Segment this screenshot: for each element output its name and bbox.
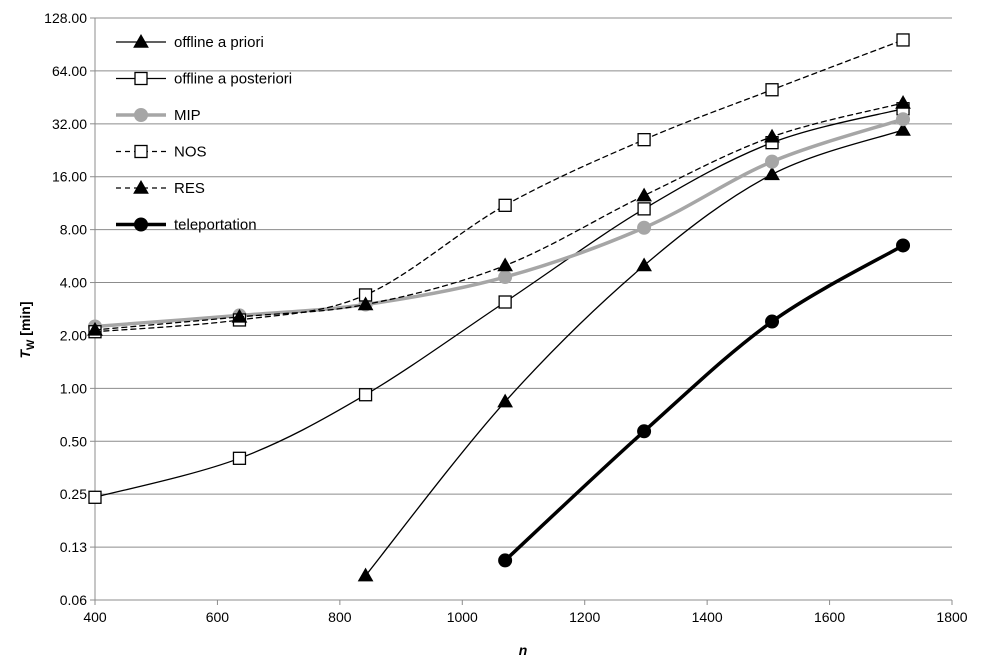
- y-axis-label-sub: W: [25, 339, 37, 350]
- data-point: [88, 490, 102, 504]
- y-axis-label: TW [min]: [17, 301, 37, 358]
- legend-swatch-marker: [133, 179, 149, 194]
- data-point: [358, 388, 373, 402]
- data-point: [637, 133, 651, 147]
- x-tick-label: 1400: [692, 609, 723, 625]
- legend-label: offline a priori: [174, 34, 264, 51]
- data-point: [232, 451, 247, 465]
- series-RES: [87, 95, 911, 336]
- data-point: [357, 296, 374, 311]
- legend-item: RES: [116, 179, 205, 197]
- legend-swatch-marker: [134, 144, 148, 159]
- y-tick-label: 16.00: [52, 169, 87, 185]
- data-point: [498, 295, 512, 309]
- data-point: [895, 122, 911, 136]
- x-tick-label: 1600: [814, 609, 845, 625]
- data-point: [357, 567, 374, 582]
- legend-item: teleportation: [116, 217, 257, 234]
- data-point: [497, 393, 513, 408]
- data-point: [87, 321, 103, 336]
- legend-item: MIP: [116, 107, 201, 124]
- data-point: [895, 95, 911, 109]
- legend-swatch-marker: [134, 71, 148, 86]
- y-tick-label: 8.00: [60, 222, 87, 238]
- axes: [90, 17, 953, 605]
- legend-label: RES: [174, 180, 205, 197]
- data-point: [497, 257, 513, 272]
- data-point: [896, 112, 911, 127]
- legend-label: offline a posteriori: [174, 71, 292, 88]
- data-point: [637, 220, 652, 235]
- y-tick-label: 2.00: [60, 327, 87, 343]
- legend-item: NOS: [116, 144, 207, 161]
- x-tick-label: 1000: [447, 609, 478, 625]
- x-tick-label: 1200: [569, 609, 600, 625]
- data-point: [637, 424, 652, 439]
- data-point: [896, 33, 910, 47]
- data-point: [636, 187, 652, 202]
- data-point: [498, 553, 513, 568]
- legend: offline a priori offline a posteriori MIP N…: [116, 33, 292, 234]
- y-axis-label-unit: [min]: [17, 301, 33, 339]
- legend-swatch-marker: [133, 33, 149, 48]
- data-point: [765, 83, 779, 97]
- series-offline-a-priori: [357, 122, 911, 582]
- data-point: [765, 314, 780, 329]
- y-tick-label: 64.00: [52, 63, 87, 79]
- data-point: [764, 128, 780, 143]
- y-tick-label: 1.00: [60, 380, 87, 396]
- series-line: [503, 243, 905, 563]
- legend-item: offline a priori: [116, 33, 264, 51]
- x-tick-label: 600: [206, 609, 230, 625]
- y-tick-label: 32.00: [52, 116, 87, 132]
- gridlines: [95, 17, 952, 601]
- y-tick-label: 0.25: [60, 486, 87, 502]
- legend-label: NOS: [174, 144, 207, 161]
- x-axis-label: n: [519, 642, 528, 658]
- tick-labels: 0.06 0.13 0.25 0.50 1.00 2.00 4.00 8.00 16.00 32.…: [44, 10, 968, 625]
- y-tick-label: 0.50: [60, 433, 87, 449]
- series-layer: [87, 33, 911, 582]
- data-point: [896, 238, 911, 253]
- y-tick-label: 0.06: [60, 592, 87, 608]
- data-point: [764, 166, 780, 181]
- data-point: [498, 198, 512, 212]
- x-tick-label: 400: [83, 609, 107, 625]
- series-line: [364, 129, 904, 577]
- legend-swatch-marker: [134, 217, 148, 232]
- x-tick-label: 800: [328, 609, 352, 625]
- legend-label: teleportation: [174, 217, 257, 234]
- data-point: [498, 270, 513, 285]
- x-tick-label: 1800: [936, 609, 967, 625]
- legend-label: MIP: [174, 107, 201, 124]
- data-point: [637, 202, 651, 216]
- data-point: [765, 154, 780, 169]
- y-axis-label-main: T: [17, 349, 33, 359]
- y-tick-label: 128.00: [44, 10, 87, 26]
- series-offline-a-posteriori: [88, 102, 910, 504]
- legend-item: offline a posteriori: [116, 71, 292, 88]
- series-teleportation: [498, 238, 911, 568]
- y-tick-label: 4.00: [60, 275, 87, 291]
- data-point: [231, 308, 248, 323]
- y-tick-label: 0.13: [60, 539, 87, 555]
- data-point: [636, 257, 652, 272]
- legend-swatch-marker: [134, 108, 148, 122]
